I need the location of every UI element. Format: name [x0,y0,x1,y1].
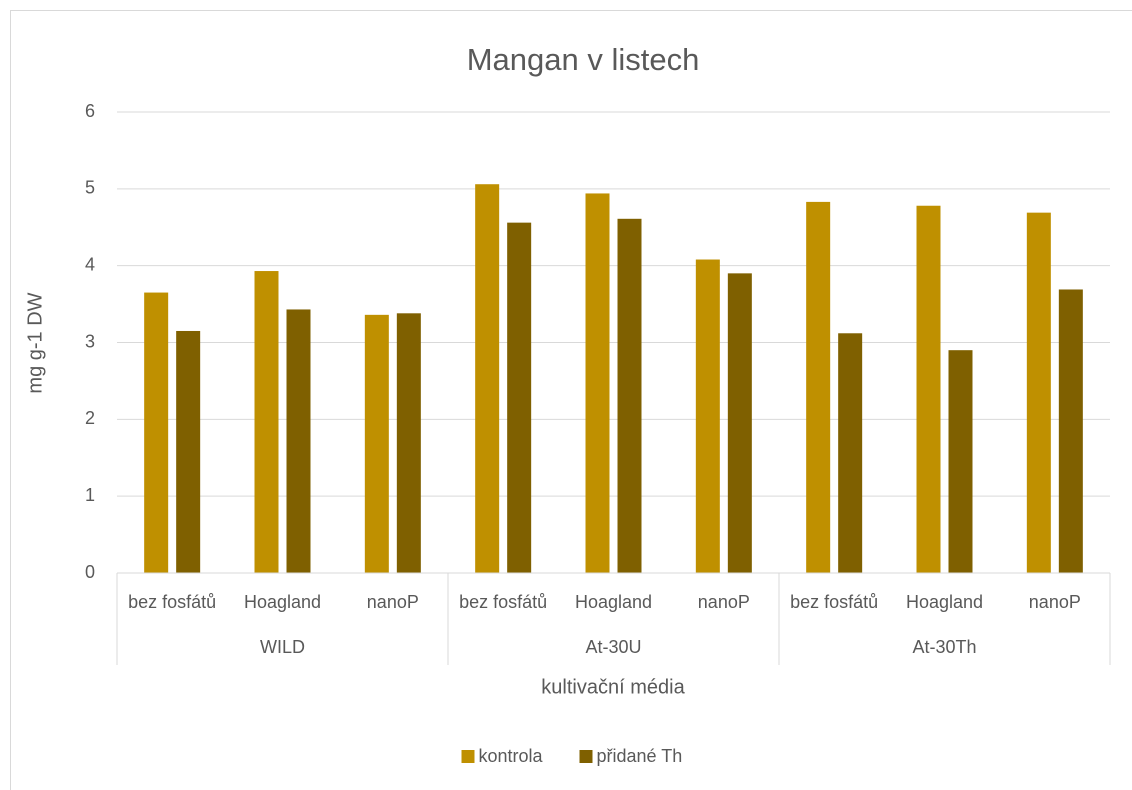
bar [364,314,389,573]
x-tick-label: Hoagland [244,592,321,612]
bar [1058,289,1083,573]
bar [254,271,279,573]
x-tick-label: bez fosfátů [459,592,547,612]
x-axis-title: kultivační média [541,676,685,698]
y-tick-label: 1 [85,485,95,505]
x-tick-label: nanoP [1029,592,1081,612]
y-tick-label: 0 [85,562,95,582]
legend-swatch [579,750,593,763]
y-tick-label: 2 [85,408,95,428]
bar [585,193,610,573]
y-tick-label: 3 [85,331,95,351]
bar [916,205,941,573]
bar [838,333,863,573]
group-label: At-30Th [912,637,976,657]
legend-label: přidané Th [597,746,683,766]
bar [475,184,500,573]
x-tick-label: bez fosfátů [790,592,878,612]
x-tick-label: nanoP [367,592,419,612]
x-tick-label: bez fosfátů [128,592,216,612]
y-tick-label: 6 [85,101,95,121]
y-axis-title: mg g-1 DW [24,292,46,393]
bar [507,222,532,573]
bar [695,259,720,573]
group-label: WILD [260,637,305,657]
x-tick-label: Hoagland [575,592,652,612]
y-tick-label: 5 [85,178,95,198]
bar [176,330,201,573]
bar [617,218,642,573]
x-tick-label: nanoP [698,592,750,612]
bar [286,309,311,573]
y-tick-label: 4 [85,254,95,274]
chart-title: Mangan v listech [467,42,700,77]
bar [396,313,421,573]
bar [727,273,752,573]
group-label: At-30U [585,637,641,657]
chart-border [10,10,1132,790]
legend-swatch [461,750,475,763]
bar [144,292,169,573]
x-tick-label: Hoagland [906,592,983,612]
bar [948,350,973,573]
legend-label: kontrola [479,746,544,766]
bar [806,201,831,573]
bar [1026,212,1051,573]
